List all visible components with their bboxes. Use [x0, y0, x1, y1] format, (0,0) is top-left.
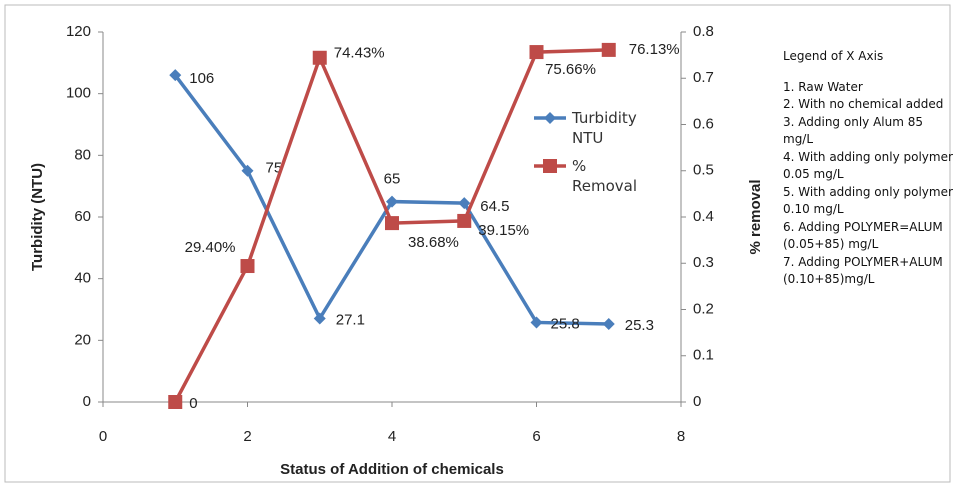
- y-tick-label: 0: [83, 393, 91, 410]
- x-legend-item: 2. With no chemical added: [783, 97, 944, 111]
- marker: [168, 395, 183, 409]
- y-tick-label: 100: [66, 85, 91, 102]
- data-label: 39.15%: [478, 222, 529, 239]
- legend-label: Turbidity NTU: [572, 109, 637, 147]
- data-label: 38.68%: [408, 234, 459, 251]
- data-label: 25.8: [551, 315, 580, 332]
- y-tick-label: 20: [74, 331, 91, 348]
- data-label: 106: [189, 70, 214, 87]
- marker: [601, 42, 616, 57]
- legend-swatch: [544, 112, 556, 124]
- data-label: 75: [266, 160, 283, 177]
- y-tick-label: 120: [66, 23, 91, 40]
- data-label: 64.5: [480, 198, 509, 215]
- y2-tick-label: 0.4: [693, 208, 714, 225]
- marker: [169, 69, 182, 82]
- marker: [386, 195, 398, 208]
- x-axis-title: Status of Addition of chemicals: [280, 461, 504, 478]
- y2-tick-label: 0: [693, 393, 701, 410]
- x-legend-item: 3. Adding only Alum 85 mg/L: [783, 114, 923, 147]
- marker: [240, 259, 255, 274]
- x-legend-box: Legend of X Axis 1. Raw Water 2. With no …: [783, 48, 953, 289]
- marker: [313, 312, 326, 325]
- x-legend-item: 4. With adding only polymer 0.05 mg/L: [783, 149, 953, 182]
- y-tick-label: 40: [74, 270, 91, 287]
- x-legend-item: 1. Raw Water: [783, 79, 863, 94]
- data-label: 65: [384, 171, 401, 188]
- y2-tick-label: 0.8: [693, 23, 714, 40]
- data-label: 76.13%: [629, 41, 680, 58]
- y2-tick-label: 0.5: [693, 162, 714, 179]
- legend-swatch: [543, 159, 557, 173]
- data-label: 27.1: [336, 311, 365, 328]
- y-tick-label: 60: [74, 208, 91, 225]
- legend-label: % Removal: [572, 157, 638, 195]
- data-label: 0: [189, 395, 197, 412]
- x-legend-title: Legend of X Axis: [783, 49, 884, 63]
- x-legend-item: 6. Adding POLYMER=ALUM (0.05+85) mg/L: [783, 219, 943, 252]
- x-tick-label: 2: [243, 428, 251, 445]
- y2-tick-label: 0.3: [693, 254, 714, 271]
- marker: [241, 164, 254, 177]
- x-tick-label: 0: [99, 428, 107, 445]
- marker: [457, 213, 472, 228]
- y2-tick-label: 0.6: [693, 115, 714, 132]
- y2-tick-label: 0.2: [693, 300, 714, 317]
- marker: [458, 197, 471, 210]
- data-label: 29.40%: [185, 239, 236, 256]
- marker: [385, 216, 399, 231]
- x-tick-label: 4: [388, 428, 396, 445]
- y2-tick-label: 0.1: [693, 347, 714, 364]
- marker: [312, 50, 327, 65]
- data-label: 74.43%: [334, 45, 385, 62]
- x-tick-label: 8: [677, 428, 685, 445]
- y-axis-title: Turbidity (NTU): [29, 163, 46, 271]
- data-label: 75.66%: [545, 61, 596, 78]
- y2-tick-label: 0.7: [693, 69, 714, 86]
- marker: [602, 317, 615, 330]
- x-tick-label: 6: [532, 428, 540, 445]
- data-label: 25.3: [625, 317, 654, 334]
- marker: [530, 316, 543, 329]
- y2-axis-title: % removal: [747, 179, 764, 254]
- y-tick-label: 80: [74, 146, 91, 163]
- x-legend-item: 5. With adding only polymer 0.10 mg/L: [783, 184, 953, 217]
- x-legend-item: 7. Adding POLYMER+ALUM (0.10+85)mg/L: [783, 254, 943, 287]
- marker: [529, 45, 544, 60]
